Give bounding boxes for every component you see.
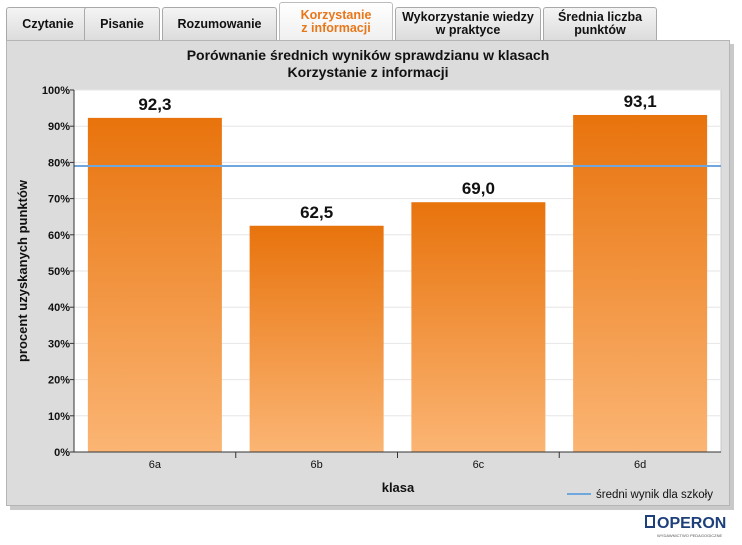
tab-label: Czytanie	[22, 16, 74, 31]
bars: 92,3 62,5 69,0 93,1	[87, 92, 708, 453]
data-label: 93,1	[624, 92, 657, 111]
tab-5[interactable]: Wykorzystanie wiedzy w praktyce	[395, 7, 541, 40]
data-label: 92,3	[138, 95, 171, 114]
operon-logo: OPERON WYDAWNICTWO PEDAGOGICZNE	[643, 512, 735, 540]
y-tick-label: 100%	[42, 85, 70, 97]
y-tick-label: 60%	[48, 230, 70, 242]
logo-tagline: WYDAWNICTWO PEDAGOGICZNE	[657, 533, 723, 538]
x-tick-label: 6a	[149, 459, 162, 471]
tab-6[interactable]: Średnia liczba punktów	[543, 7, 657, 40]
tab-label: Pisanie	[100, 16, 144, 31]
y-tick-label: 50%	[48, 266, 70, 278]
chart-subtitle: Korzystanie z informacji	[287, 64, 448, 80]
tab-bar: Czytanie Pisanie Rozumowanie Korzystanie z …	[0, 0, 742, 42]
tab-label: Średnia liczba punktów	[557, 10, 643, 37]
tab-label: Rozumowanie	[177, 16, 262, 31]
legend: średni wynik dla szkoły	[567, 489, 713, 501]
x-axis-label: klasa	[382, 480, 415, 495]
axes: 0% 10% 20% 30% 40% 50% 60% 70% 80% 90% 100% 6a 6b 6c 6…	[42, 85, 721, 471]
bar-6b	[249, 225, 384, 452]
tab-label: Wykorzystanie wiedzy w praktyce	[402, 10, 534, 37]
y-axis-label: procent uzyskanych punktów	[15, 179, 30, 362]
y-tick-label: 40%	[48, 302, 70, 314]
legend-label: średni wynik dla szkoły	[596, 489, 713, 501]
tab-4[interactable]: Korzystanie z informacji	[279, 2, 393, 40]
y-tick-label: 20%	[48, 375, 70, 387]
y-tick-label: 80%	[48, 157, 70, 169]
y-tick-label: 30%	[48, 338, 70, 350]
data-label: 69,0	[462, 179, 495, 198]
x-tick-label: 6c	[473, 459, 485, 471]
bar-chart: Porównanie średnich wyników sprawdzianu …	[15, 47, 722, 501]
tab-2[interactable]: Pisanie	[84, 7, 160, 40]
tab-3[interactable]: Rozumowanie	[162, 7, 277, 40]
bar-6c	[411, 202, 546, 452]
y-tick-label: 10%	[48, 411, 70, 423]
y-tick-label: 70%	[48, 194, 70, 206]
bar-6a	[87, 117, 222, 453]
chart-panel: Porównanie średnich wyników sprawdzianu …	[6, 40, 730, 506]
x-tick-label: 6d	[634, 459, 646, 471]
y-tick-label: 90%	[48, 121, 70, 133]
tab-label: Korzystanie z informacji	[300, 7, 372, 35]
chart-title: Porównanie średnich wyników sprawdzianu …	[187, 47, 550, 63]
data-label: 62,5	[300, 203, 333, 222]
bar-6d	[573, 114, 708, 452]
x-tick-label: 6b	[311, 459, 323, 471]
logo-name: OPERON	[657, 515, 726, 532]
y-tick-label: 0%	[54, 447, 70, 459]
tab-1[interactable]: Czytanie	[6, 7, 90, 40]
